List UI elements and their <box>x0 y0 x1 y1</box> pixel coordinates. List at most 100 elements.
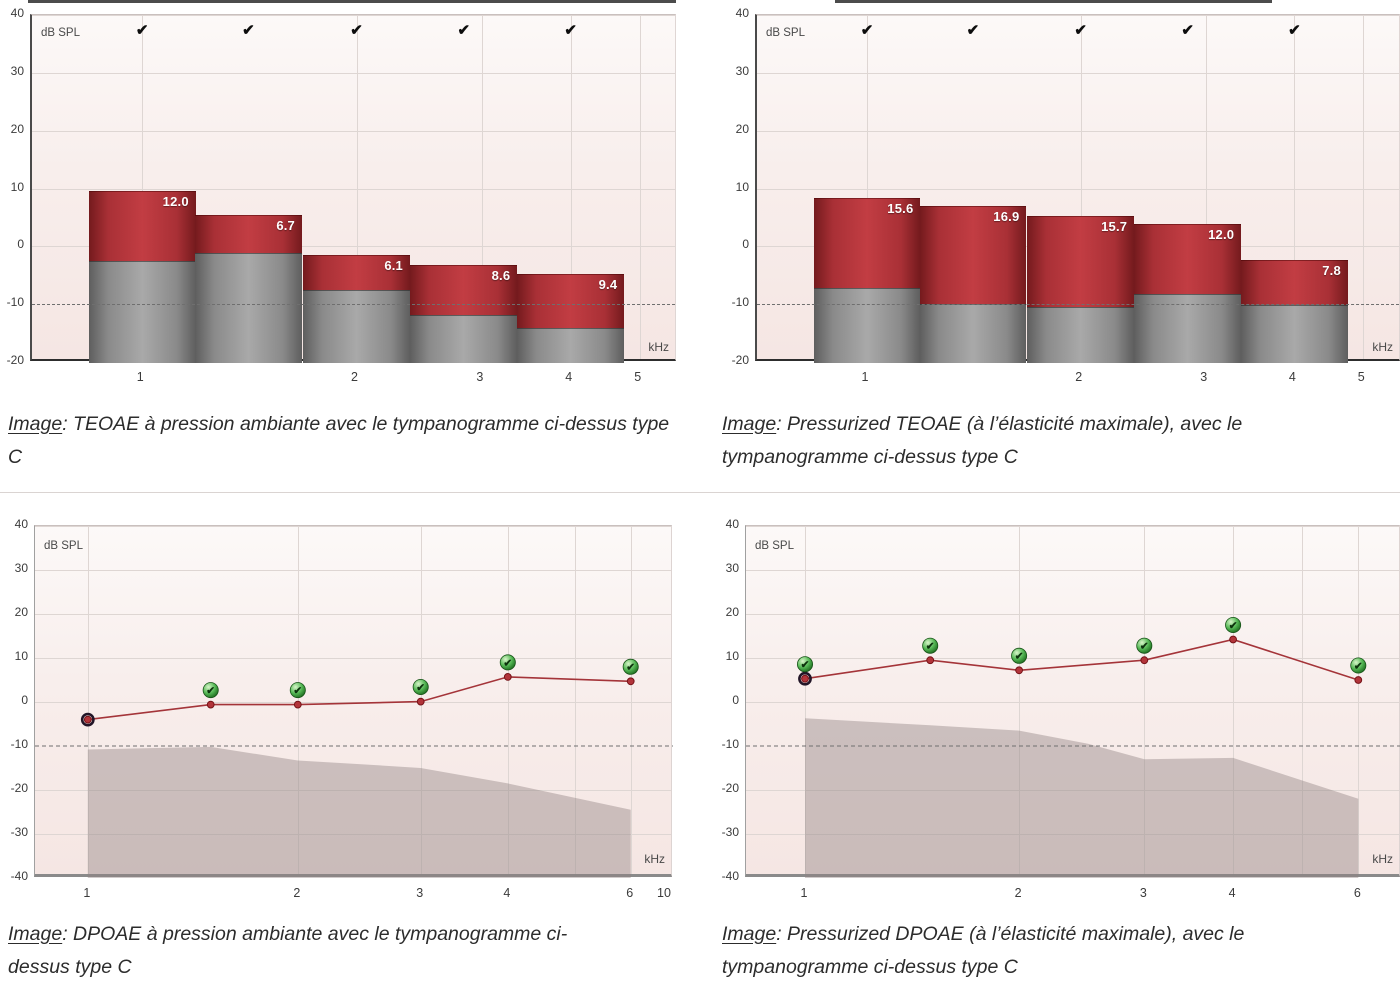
noise-floor-area <box>87 746 631 878</box>
caption-prefix: Image <box>722 413 777 435</box>
dpoae-point-marker <box>1015 666 1024 675</box>
caption-prefix: Image <box>8 413 63 435</box>
gridline-vertical <box>87 526 89 874</box>
gridline-horizontal <box>32 72 675 74</box>
y-axis-tick-label: -30 <box>721 825 739 839</box>
caption-prefix: Image <box>722 923 777 945</box>
y-axis-tick-label: 30 <box>14 561 28 575</box>
pass-checkmark-icon: ✔ <box>1074 22 1087 39</box>
gridline-horizontal <box>746 702 1399 703</box>
snr-value-label: 9.4 <box>598 276 618 292</box>
caption-teoae-ambient: Image: TEOAE à pression ambiante avec le… <box>8 408 680 474</box>
gridline-vertical <box>507 526 509 874</box>
gridline-vertical <box>575 526 577 874</box>
gridline-vertical <box>356 15 358 359</box>
gridline-horizontal <box>32 188 675 190</box>
pass-checkmark-icon: ✔ <box>860 22 874 39</box>
gridline-vertical <box>297 526 299 874</box>
plot-area: ✔ ✔ ✔ ✔ ✔ ✔ dB SPL kHz <box>745 525 1400 878</box>
pass-checkmark-icon: ✔ <box>135 22 149 39</box>
gridline-vertical <box>1019 526 1021 874</box>
threshold-dashed-line <box>32 304 675 306</box>
gridline-horizontal <box>757 72 1399 74</box>
y-axis-tick-label: 0 <box>742 237 749 252</box>
x-axis-tick-label: 4 <box>1288 370 1296 384</box>
pass-check-glyph: ✔ <box>503 657 512 669</box>
x-axis-tick-label: 3 <box>476 370 484 384</box>
snr-value-label: 6.7 <box>276 217 295 233</box>
pass-check-glyph: ✔ <box>626 662 635 674</box>
gridline-vertical <box>481 15 483 359</box>
dpoae-response-line <box>804 638 1359 681</box>
dpoae-point-marker <box>1229 635 1238 644</box>
y-axis-tick-label: -20 <box>721 781 739 795</box>
y-axis-tick-label: -20 <box>731 353 749 367</box>
x-axis-tick-label: 5 <box>1357 370 1365 384</box>
snr-value-label: 12.0 <box>162 194 189 210</box>
gridline-vertical <box>142 15 144 359</box>
noise-floor-area <box>805 718 1359 878</box>
pass-checkmark-icon: ✔ <box>564 22 577 39</box>
y-axis-tick-label: 10 <box>10 179 24 194</box>
x-axis-tick-label: 2 <box>293 886 301 900</box>
pass-check-ball-icon <box>1136 637 1153 654</box>
noise-floor-bar <box>194 253 302 363</box>
cropped-panel-edge-right <box>835 0 1272 3</box>
x-axis-tick-label: 10 <box>657 886 671 900</box>
pass-check-ball-icon <box>289 682 306 699</box>
noise-floor-bar <box>302 290 410 363</box>
noise-floor-bar <box>88 260 196 363</box>
caption-separator: : <box>62 413 74 435</box>
x-axis-tick-label: 2 <box>351 370 358 384</box>
dpoae-response-line <box>87 676 631 721</box>
pass-check-ball-icon <box>797 656 814 673</box>
section-divider-line <box>0 492 1400 493</box>
gridline-vertical <box>867 15 868 359</box>
pass-check-ball-icon <box>1011 647 1028 664</box>
chart-teoae-ambient: 12.0 ✔ 6.7 ✔ 6.1 ✔ 8.6 ✔ 9.4 ✔ dB SPL kHz 40 30 20 10 0 -… <box>0 0 680 395</box>
x-axis-tick-label: 3 <box>1200 370 1208 384</box>
x-axis-tick-label: 1 <box>136 370 144 384</box>
gridline-vertical <box>1233 526 1235 874</box>
gridline-horizontal <box>35 526 671 527</box>
pass-check-ball-icon <box>1350 657 1367 674</box>
gridline-horizontal <box>35 570 671 571</box>
gridline-horizontal <box>35 790 671 791</box>
y-axis-tick-label: 40 <box>735 6 749 20</box>
gridline-horizontal <box>757 188 1399 190</box>
caption-separator: : <box>776 413 788 435</box>
gridline-horizontal <box>746 526 1399 527</box>
gridline-vertical <box>805 526 806 874</box>
y-axis-tick-label: 30 <box>735 63 749 78</box>
noise-floor-bar <box>1241 304 1348 363</box>
snr-value-label: 15.6 <box>887 200 914 216</box>
gridline-horizontal <box>746 570 1399 571</box>
pass-checkmark-icon: ✔ <box>242 22 255 39</box>
y-axis-tick-label: 30 <box>725 561 739 575</box>
dpoae-point-marker <box>206 700 215 709</box>
y-axis-tick-label: -10 <box>10 737 28 751</box>
dpoae-point-marker <box>1354 676 1363 684</box>
pass-check-ball-icon <box>499 654 516 671</box>
gridline-horizontal <box>757 130 1399 132</box>
x-axis-tick-label: 3 <box>416 886 424 900</box>
gridline-horizontal <box>746 614 1399 615</box>
dpoae-point-marker <box>626 677 635 686</box>
gridline-horizontal <box>32 130 675 132</box>
gridline-horizontal <box>746 790 1399 791</box>
pass-checkmark-icon: ✔ <box>1181 22 1194 39</box>
plot-area: ✔ ✔ ✔ ✔ ✔ dB SPL kHz <box>34 525 673 878</box>
pass-check-ball-icon <box>202 682 219 699</box>
y-axis-unit-label: dB SPL <box>766 27 805 39</box>
pass-check-glyph: ✔ <box>1229 620 1238 632</box>
y-axis-unit-label: dB SPL <box>755 540 794 552</box>
y-axis-tick-label: -20 <box>10 781 28 795</box>
caption-text: Pressurized DPOAE (à l’élasticité maxima… <box>722 923 1245 978</box>
caption-separator: : <box>62 923 74 945</box>
y-axis-tick-label: 40 <box>14 517 28 531</box>
gridline-vertical <box>1080 15 1082 359</box>
noise-floor-bar <box>1134 293 1242 363</box>
pass-check-ball-icon <box>922 637 939 654</box>
pass-check-ball-icon <box>412 678 429 695</box>
pass-check-glyph: ✔ <box>801 659 810 671</box>
